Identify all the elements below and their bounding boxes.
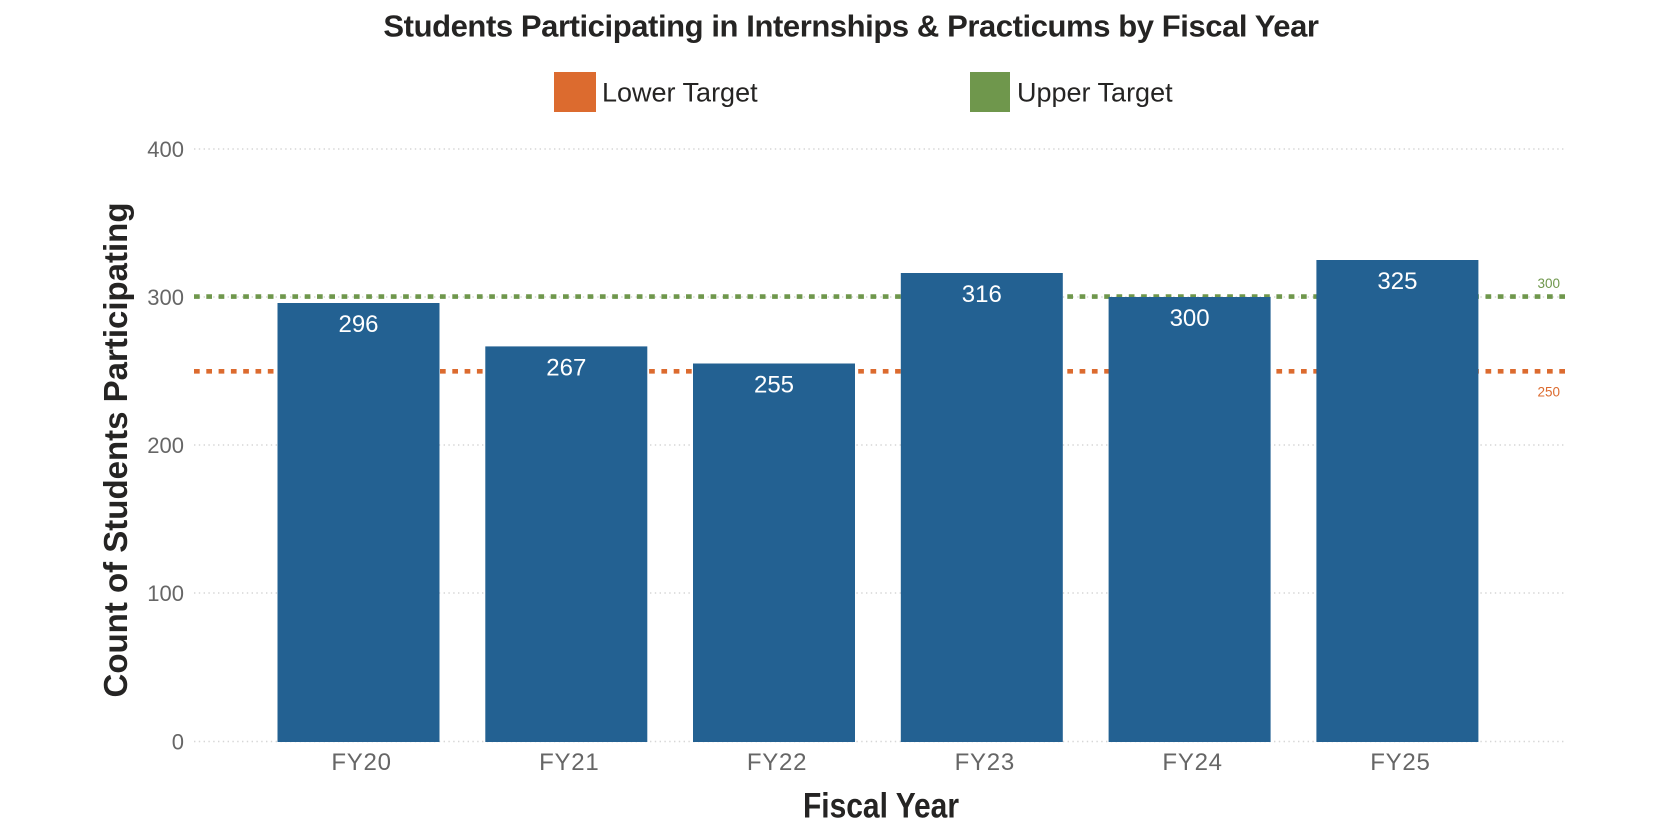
svg-text:Count of Students Participatin: Count of Students Participating: [97, 203, 134, 698]
svg-text:296: 296: [338, 311, 378, 338]
svg-text:250: 250: [1537, 385, 1560, 400]
svg-text:Lower Target: Lower Target: [602, 77, 758, 107]
svg-text:325: 325: [1377, 268, 1417, 295]
svg-text:Upper Target: Upper Target: [1017, 77, 1173, 107]
svg-text:255: 255: [754, 372, 794, 399]
svg-text:Fiscal Year: Fiscal Year: [803, 787, 959, 826]
svg-text:FY22: FY22: [747, 749, 807, 776]
svg-text:FY20: FY20: [331, 749, 391, 776]
svg-text:FY25: FY25: [1370, 749, 1430, 776]
svg-text:300: 300: [147, 285, 184, 310]
svg-text:300: 300: [1537, 276, 1560, 291]
svg-text:300: 300: [1170, 305, 1210, 332]
svg-text:0: 0: [172, 730, 184, 755]
svg-text:316: 316: [962, 281, 1002, 308]
svg-text:267: 267: [546, 354, 586, 381]
svg-text:100: 100: [147, 581, 184, 606]
svg-text:200: 200: [147, 433, 184, 458]
svg-text:Students Participating in Inte: Students Participating in Internships & …: [383, 9, 1318, 44]
svg-text:400: 400: [147, 137, 184, 162]
svg-text:FY23: FY23: [955, 749, 1015, 776]
svg-text:FY24: FY24: [1162, 749, 1222, 776]
svg-text:FY21: FY21: [539, 749, 599, 776]
